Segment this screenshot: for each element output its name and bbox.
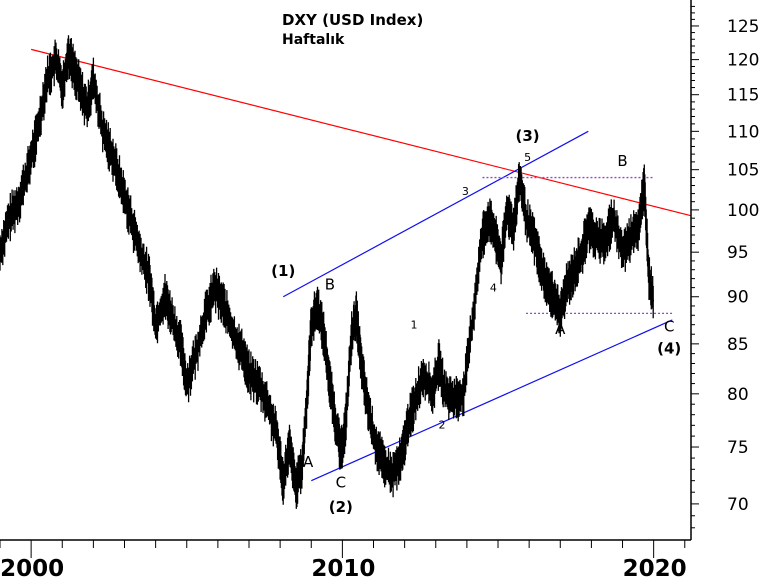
wave-label: (1) (271, 262, 295, 280)
wave-label: 3 (462, 185, 469, 198)
y-tick-label: 80 (727, 385, 749, 405)
trend-line (311, 319, 673, 482)
y-tick-label: 100 (727, 201, 759, 221)
chart-title: DXY (USD Index) (282, 11, 423, 29)
chart-subtitle: Haftalık (282, 32, 345, 48)
y-tick-label: 95 (727, 243, 749, 263)
trend-line (282, 130, 589, 298)
y-tick-label: 115 (727, 86, 759, 106)
x-tick-label: 2010 (311, 556, 375, 580)
y-tick-label: 110 (727, 122, 759, 142)
wave-label: (2) (329, 498, 353, 516)
wave-label: C (664, 317, 674, 335)
y-tick-label: 105 (727, 161, 759, 181)
wave-label: B (325, 275, 335, 293)
wave-label: (3) (516, 127, 540, 145)
wave-label: 5 (524, 151, 531, 164)
wave-label: (4) (657, 340, 681, 358)
trend-line (30, 48, 692, 217)
x-tick-label: 2000 (0, 556, 64, 580)
wave-label: A (555, 320, 566, 338)
y-tick-label: 120 (727, 51, 759, 71)
wave-label: B (617, 152, 627, 170)
wave-label: 4 (490, 281, 497, 294)
wave-label: A (303, 453, 314, 471)
y-tick-label: 75 (727, 438, 749, 458)
price-line (0, 52, 655, 487)
wave-label: 2 (438, 419, 445, 432)
y-tick-label: 70 (727, 495, 749, 515)
y-tick-label: 90 (727, 288, 749, 308)
wave-label: 1 (410, 318, 417, 331)
x-tick-label: 2020 (623, 556, 687, 580)
y-tick-label: 125 (727, 17, 759, 37)
y-tick-label: 85 (727, 335, 749, 355)
wave-label: C (336, 474, 346, 492)
